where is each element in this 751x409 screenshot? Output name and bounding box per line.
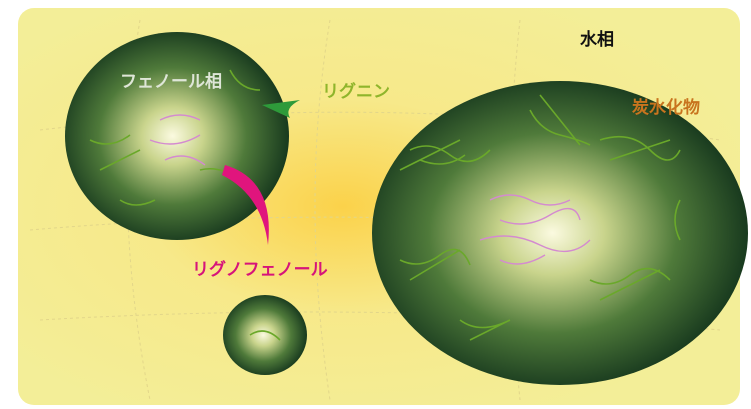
small-sphere: [223, 295, 307, 375]
label: 炭水化物: [632, 97, 700, 118]
label: 水相: [580, 29, 614, 50]
lignin-strands: [149, 114, 591, 265]
phenol-sphere: [65, 32, 289, 240]
label: リグノフェノール: [192, 259, 328, 280]
carbohydrate-sphere: [372, 81, 748, 385]
label: リグニン: [322, 81, 390, 102]
lignin-arrow: [262, 100, 300, 118]
lignophenol-arrow: [222, 165, 269, 245]
fibers: [89, 69, 681, 341]
label: フェノール相: [120, 71, 222, 92]
